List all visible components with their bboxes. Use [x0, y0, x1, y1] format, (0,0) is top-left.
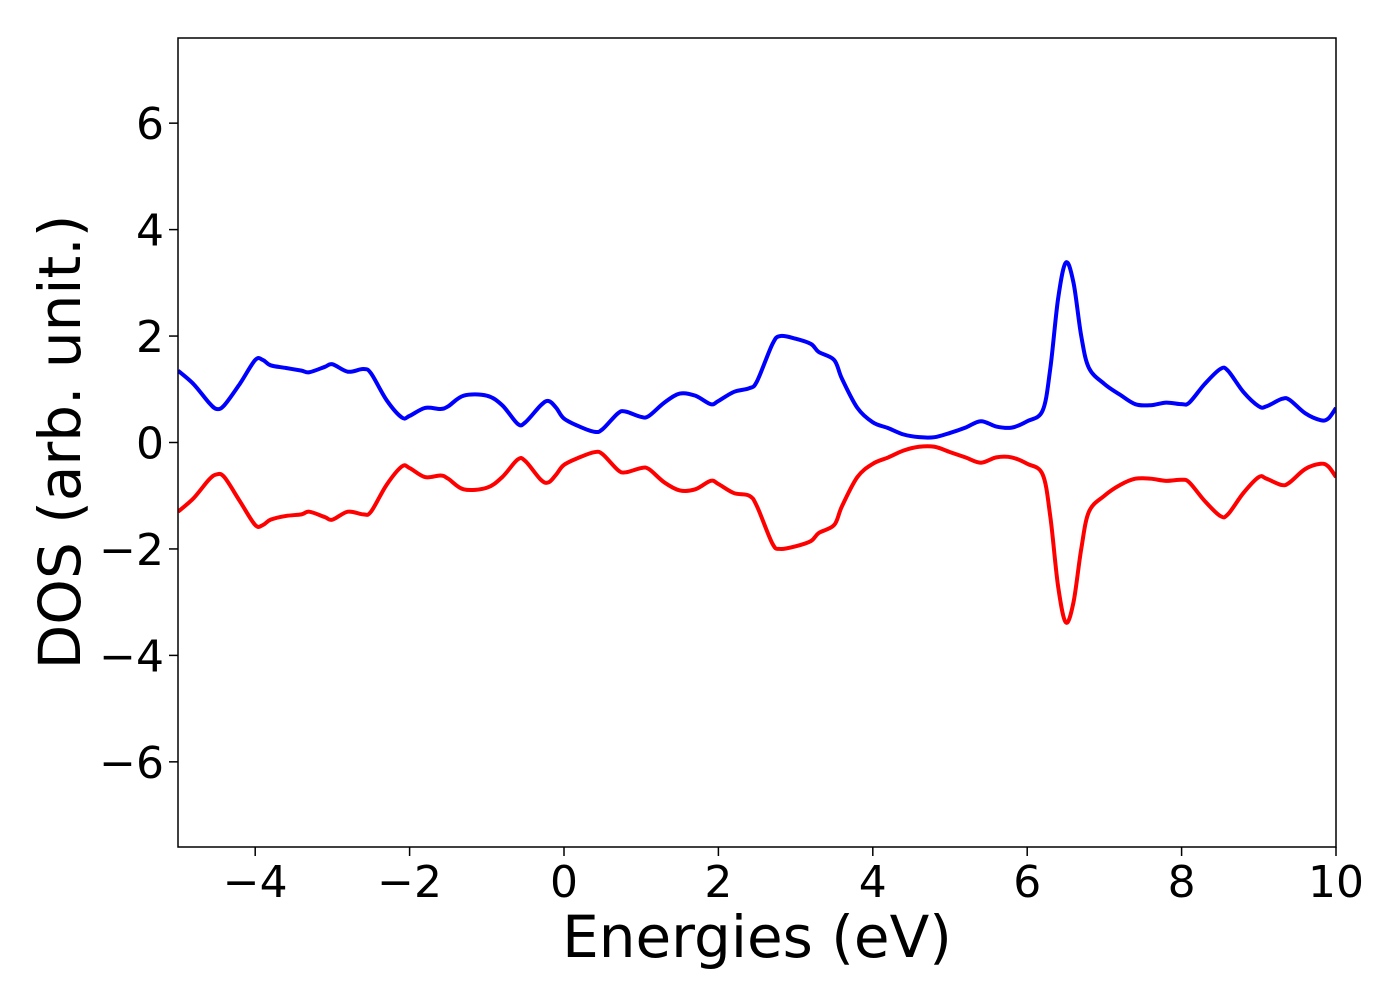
y-tick-label: −6: [99, 738, 164, 789]
x-tick-label: 10: [1308, 857, 1364, 908]
x-axis-label: Energies (eV): [562, 903, 952, 971]
x-tick-label: 4: [859, 857, 887, 908]
y-tick-label: −2: [99, 525, 164, 576]
line-series: [178, 260, 1336, 440]
y-axis-label: DOS (arb. unit.): [26, 215, 94, 670]
x-tick-label: 0: [550, 857, 578, 908]
x-tick-label: 6: [1013, 857, 1041, 908]
plot-frame: [177, 37, 1337, 848]
x-tick-label: 8: [1168, 857, 1196, 908]
x-tick-label: −2: [377, 857, 442, 908]
x-tick-label: 2: [704, 857, 732, 908]
line-series: [178, 444, 1336, 625]
x-tick-label: −4: [223, 857, 288, 908]
y-tick-label: −4: [99, 631, 164, 682]
y-tick-label: 6: [136, 99, 164, 150]
y-tick-label: 4: [136, 206, 164, 257]
y-tick-label: 2: [136, 312, 164, 363]
y-tick-label: 0: [136, 419, 164, 470]
